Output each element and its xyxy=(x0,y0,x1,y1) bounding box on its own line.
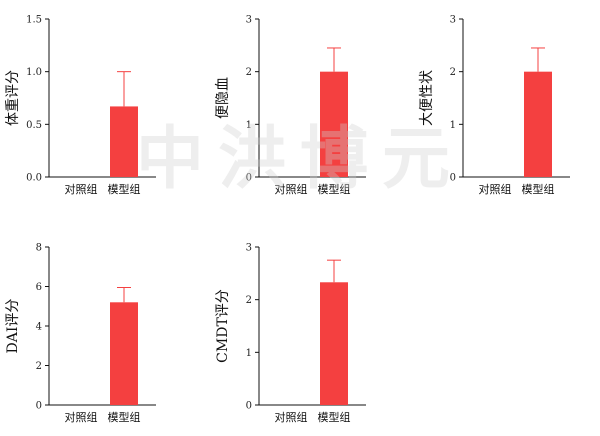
y-axis-label: CMDT评分 xyxy=(215,289,231,363)
category-label: 模型组 xyxy=(108,410,141,424)
y-tick-label: 0.0 xyxy=(26,173,42,184)
category-label: 模型组 xyxy=(108,182,141,196)
category-label: 对照组 xyxy=(479,182,512,196)
bar-model xyxy=(110,106,138,177)
y-tick-label: 1 xyxy=(246,348,252,359)
bar-model xyxy=(524,71,552,177)
y-tick-label: 0.5 xyxy=(26,120,42,131)
y-axis-label: 便隐血 xyxy=(215,77,231,119)
category-label: 对照组 xyxy=(275,182,308,196)
y-tick-label: 1 xyxy=(246,120,252,131)
y-tick-label: 3 xyxy=(246,15,252,26)
category-label: 对照组 xyxy=(65,182,98,196)
y-tick-label: 0 xyxy=(36,401,42,412)
y-tick-label: 0 xyxy=(450,173,456,184)
bar-model xyxy=(320,71,348,177)
y-tick-label: 2 xyxy=(246,67,252,78)
y-tick-label: 4 xyxy=(36,322,42,333)
y-tick-label: 3 xyxy=(246,243,252,254)
y-tick-label: 2 xyxy=(36,361,42,372)
y-tick-label: 6 xyxy=(36,282,42,293)
y-tick-label: 2 xyxy=(246,295,252,306)
category-label: 模型组 xyxy=(318,410,351,424)
y-axis-label: 大便性状 xyxy=(419,70,435,126)
y-tick-label: 1.5 xyxy=(26,15,42,26)
category-label: 对照组 xyxy=(275,410,308,424)
watermark-text: 中洪博元 xyxy=(136,120,464,199)
bar-model xyxy=(320,282,348,405)
y-tick-label: 2 xyxy=(450,67,456,78)
y-tick-label: 1.0 xyxy=(26,67,42,78)
category-label: 对照组 xyxy=(65,410,98,424)
bar-model xyxy=(110,302,138,405)
category-label: 模型组 xyxy=(522,182,555,196)
y-axis-label: DAI评分 xyxy=(5,299,21,354)
y-tick-label: 0 xyxy=(246,173,252,184)
y-tick-label: 0 xyxy=(246,401,252,412)
y-tick-label: 8 xyxy=(36,243,42,254)
y-axis-label: 体重评分 xyxy=(5,70,21,126)
y-tick-label: 3 xyxy=(450,15,456,26)
category-label: 模型组 xyxy=(318,182,351,196)
y-tick-label: 1 xyxy=(450,120,456,131)
